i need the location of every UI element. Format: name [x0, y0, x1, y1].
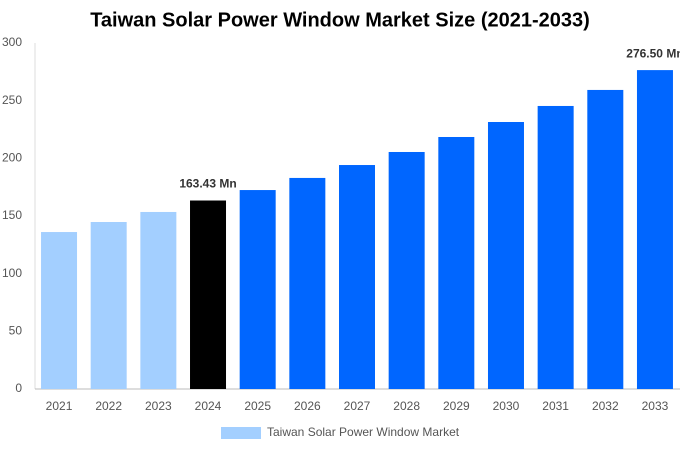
x-tick-label: 2023 [145, 399, 172, 413]
bar [239, 190, 276, 389]
x-tick-label: 2031 [542, 399, 569, 413]
x-tick-label: 2028 [393, 399, 420, 413]
y-tick-label: 0 [15, 381, 22, 395]
chart-title: Taiwan Solar Power Window Market Size (2… [90, 9, 590, 31]
x-tick-label: 2021 [46, 399, 73, 413]
bar [438, 136, 475, 389]
x-tick-label: 2027 [344, 399, 371, 413]
value-label: 163.43 Mn [179, 177, 236, 191]
x-tick-label: 2026 [294, 399, 321, 413]
bar [487, 122, 524, 390]
y-tick-label: 200 [2, 151, 22, 165]
y-tick-label: 300 [2, 35, 22, 49]
bar [537, 105, 574, 390]
legend-swatch [221, 427, 261, 439]
x-tick-label: 2032 [592, 399, 619, 413]
x-tick-label: 2025 [244, 399, 271, 413]
x-tick-label: 2024 [195, 399, 222, 413]
x-tick-label: 2022 [95, 399, 122, 413]
legend-label: Taiwan Solar Power Window Market [267, 425, 460, 439]
y-tick-label: 100 [2, 266, 22, 280]
bar [587, 89, 624, 389]
x-tick-label: 2029 [443, 399, 470, 413]
y-tick-label: 250 [2, 93, 22, 107]
bar [388, 151, 425, 389]
bar [190, 200, 227, 389]
y-tick-label: 150 [2, 208, 22, 222]
y-tick-label: 50 [9, 324, 23, 338]
x-tick-label: 2033 [642, 399, 669, 413]
value-label: 276.50 Mn [626, 46, 680, 60]
bar [636, 70, 673, 389]
bar [41, 232, 78, 389]
x-tick-label: 2030 [493, 399, 520, 413]
bar [289, 177, 326, 389]
bar [140, 211, 177, 389]
bar [339, 165, 375, 389]
bar [90, 221, 127, 389]
